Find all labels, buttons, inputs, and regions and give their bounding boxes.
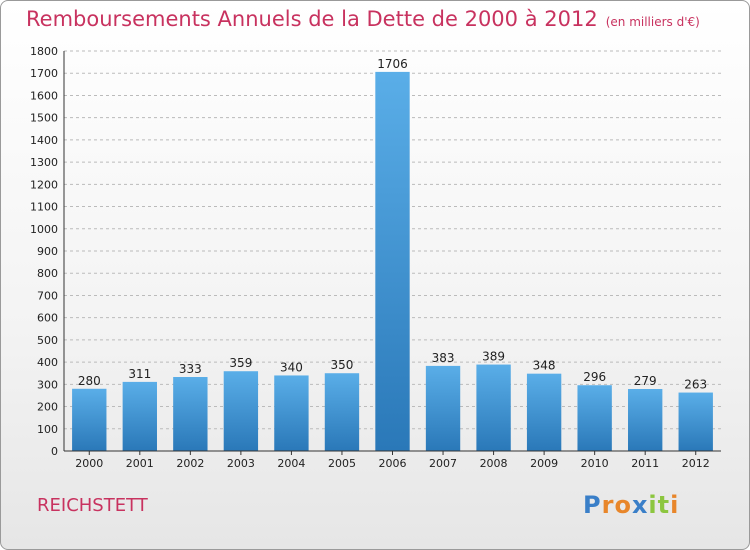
bar-value-label: 333	[179, 362, 202, 376]
bar-2011[interactable]	[628, 389, 663, 451]
x-tick-label: 2012	[682, 457, 710, 470]
y-axis: 0 100 200 300 400 500 600 700 800 900 1000 1100 1200…	[30, 45, 65, 458]
bar-value-label: 280	[78, 374, 101, 388]
y-tick-label: 1200	[30, 178, 58, 191]
x-tick-label: 2010	[581, 457, 609, 470]
city-name: REICHSTETT	[37, 495, 148, 516]
bars: 280 311 333 359 340 350 1706 383 389 348 296 279 263	[72, 57, 713, 451]
bar-value-label: 279	[634, 374, 657, 388]
x-tick-label: 2001	[126, 457, 154, 470]
y-tick-label: 800	[37, 267, 58, 280]
y-tick-label: 100	[37, 423, 58, 436]
x-tick-label: 2005	[328, 457, 356, 470]
x-tick-label: 2008	[480, 457, 508, 470]
bar-value-label: 263	[684, 378, 707, 392]
bar-2010[interactable]	[577, 385, 612, 451]
bar-2007[interactable]	[425, 365, 461, 451]
y-tick-label: 900	[37, 245, 58, 258]
logo-letter: i	[648, 491, 658, 519]
bar-value-label: 311	[128, 367, 151, 381]
bar-value-label: 1706	[377, 57, 408, 71]
y-tick-label: 400	[37, 356, 58, 369]
bar-2008[interactable]	[476, 364, 511, 451]
chart-title-text: Remboursements Annuels de la Dette de 20…	[26, 7, 598, 31]
bar-value-label: 383	[432, 351, 455, 365]
bar-value-label: 340	[280, 360, 303, 374]
logo-letter: x	[631, 491, 649, 519]
y-tick-label: 300	[37, 378, 58, 391]
bar-value-label: 296	[583, 370, 606, 384]
bar-2000[interactable]	[72, 388, 107, 451]
bar-2006[interactable]	[375, 71, 410, 451]
x-tick-label: 2003	[227, 457, 255, 470]
x-tick-label: 2002	[176, 457, 204, 470]
y-tick-label: 1800	[30, 45, 58, 58]
bar-value-label: 389	[482, 350, 505, 364]
y-tick-label: 1500	[30, 112, 58, 125]
proxiti-logo[interactable]: Proxiti	[583, 491, 679, 519]
bar-2005[interactable]	[324, 373, 360, 451]
y-tick-label: 1400	[30, 134, 58, 147]
y-tick-label: 0	[51, 445, 58, 458]
y-tick-label: 200	[37, 401, 58, 414]
bar-2001[interactable]	[122, 381, 157, 451]
bar-2003[interactable]	[223, 371, 259, 451]
x-tick-label: 2009	[530, 457, 558, 470]
y-tick-label: 1000	[30, 223, 58, 236]
y-tick-label: 1600	[30, 89, 58, 102]
y-tick-label: 1100	[30, 201, 58, 214]
logo-letter: t	[657, 491, 671, 519]
y-tick-label: 600	[37, 312, 58, 325]
x-tick-label: 2007	[429, 457, 457, 470]
x-tick-label: 2006	[379, 457, 407, 470]
logo-letter: r	[601, 491, 615, 519]
bar-2009[interactable]	[526, 373, 562, 451]
logo-letter: i	[670, 491, 680, 519]
y-tick-label: 1700	[30, 67, 58, 80]
logo-letter: o	[614, 491, 632, 519]
x-axis: 2000 2001 2002 2003 2004 2005 2006 2007 2008 2009…	[64, 450, 721, 470]
bar-value-label: 348	[533, 359, 556, 373]
chart-unit: (en milliers d'€)	[605, 15, 700, 29]
chart-title: Remboursements Annuels de la Dette de 20…	[26, 7, 700, 31]
y-tick-label: 1300	[30, 156, 58, 169]
y-tick-label: 500	[37, 334, 58, 347]
x-tick-label: 2011	[631, 457, 659, 470]
bar-2002[interactable]	[173, 377, 208, 451]
y-tick-label: 700	[37, 289, 58, 302]
bar-value-label: 350	[331, 358, 354, 372]
x-tick-label: 2004	[277, 457, 305, 470]
bar-value-label: 359	[229, 356, 252, 370]
bar-2012[interactable]	[678, 392, 713, 451]
logo-letter: P	[583, 491, 602, 519]
bar-2004[interactable]	[274, 375, 309, 451]
x-tick-label: 2000	[75, 457, 103, 470]
